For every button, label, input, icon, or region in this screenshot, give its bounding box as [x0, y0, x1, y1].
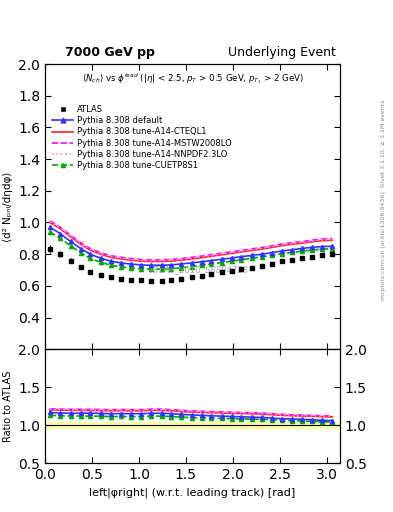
Text: 7000 GeV pp: 7000 GeV pp: [65, 46, 155, 59]
X-axis label: left|φright| (w.r.t. leading track) [rad]: left|φright| (w.r.t. leading track) [rad…: [90, 488, 296, 498]
Y-axis label: ⟨d² Nₚₙₗ/dηdφ⟩: ⟨d² Nₚₙₗ/dηdφ⟩: [3, 172, 13, 242]
Text: Underlying Event: Underlying Event: [228, 46, 336, 59]
Bar: [45, 422, 340, 429]
Text: $\langle N_{ch}\rangle$ vs $\phi^{lead}$ ($|\eta|$ < 2.5, $p_T$ > 0.5 GeV, $p_{T: $\langle N_{ch}\rangle$ vs $\phi^{lead}$…: [81, 71, 304, 86]
Text: mcplots.cern.ch [arXiv:1306.3436]: mcplots.cern.ch [arXiv:1306.3436]: [381, 191, 386, 300]
Text: ATLAS_2010_S8894728: ATLAS_2010_S8894728: [149, 265, 248, 274]
Text: Rivet 3.1.10, ≥ 3.1M events: Rivet 3.1.10, ≥ 3.1M events: [381, 100, 386, 187]
Y-axis label: Ratio to ATLAS: Ratio to ATLAS: [3, 371, 13, 442]
Legend: ATLAS, Pythia 8.308 default, Pythia 8.308 tune-A14-CTEQL1, Pythia 8.308 tune-A14: ATLAS, Pythia 8.308 default, Pythia 8.30…: [52, 105, 232, 169]
